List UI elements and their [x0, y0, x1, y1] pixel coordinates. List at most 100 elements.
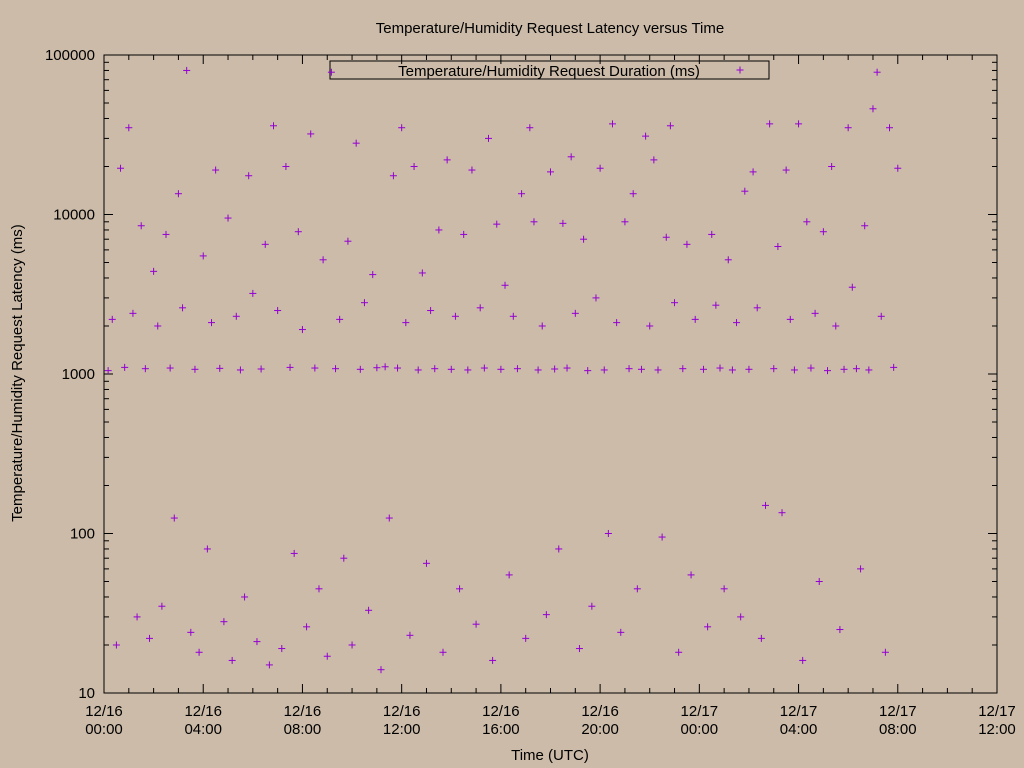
data-point [121, 363, 129, 371]
data-point [865, 366, 873, 374]
data-point [270, 122, 278, 130]
data-point [886, 124, 894, 132]
data-point [786, 315, 794, 323]
data-point [584, 367, 592, 375]
data-point [311, 364, 319, 372]
x-tick-time: 12:00 [978, 721, 1016, 738]
data-point [137, 222, 145, 230]
data-point [468, 166, 476, 174]
data-point [377, 666, 385, 674]
data-point [340, 554, 348, 562]
data-point [294, 228, 302, 236]
data-point [179, 304, 187, 312]
data-point [183, 66, 191, 74]
data-point [625, 365, 633, 373]
data-point [158, 602, 166, 610]
data-point [547, 168, 554, 176]
data-point [435, 226, 443, 234]
data-point [307, 130, 315, 138]
data-point [782, 166, 790, 174]
data-point [567, 153, 575, 161]
data-point [427, 307, 435, 315]
data-point [530, 218, 538, 226]
data-point [687, 571, 695, 579]
y-axis: 10 100 1000 10000 100000 [45, 47, 997, 702]
data-point [712, 301, 720, 309]
data-point [133, 613, 141, 621]
data-point [770, 365, 778, 373]
data-point [675, 648, 683, 656]
data-point [245, 172, 253, 180]
data-point [410, 162, 418, 170]
data-point [629, 190, 637, 198]
data-point [852, 365, 860, 373]
data-point [617, 628, 625, 636]
data-point [588, 602, 596, 610]
data-point [336, 315, 344, 323]
data-point [315, 585, 323, 593]
data-point [406, 631, 414, 639]
data-point [542, 611, 550, 619]
data-point [848, 283, 856, 291]
data-point [460, 230, 468, 238]
data-point [249, 289, 257, 297]
data-point [439, 648, 447, 656]
data-point [861, 222, 869, 230]
data-point [484, 134, 492, 142]
data-point [749, 168, 757, 176]
x-tick-time: 16:00 [482, 721, 520, 738]
data-point [894, 164, 902, 172]
data-point [303, 623, 311, 631]
x-tick-date: 12/16 [581, 703, 619, 720]
data-point [480, 364, 488, 372]
data-point [125, 124, 133, 132]
data-point [873, 68, 881, 76]
data-point [112, 641, 120, 649]
data-point [431, 365, 439, 373]
data-point [166, 364, 174, 372]
data-point [658, 533, 666, 541]
x-tick-time: 08:00 [284, 721, 322, 738]
data-point [596, 164, 604, 172]
data-point [828, 162, 836, 170]
data-point [253, 638, 261, 646]
data-point [451, 312, 459, 320]
data-point [534, 366, 542, 374]
data-point [497, 365, 505, 373]
data-point [117, 164, 125, 172]
data-point [633, 585, 641, 593]
data-point [803, 218, 811, 226]
legend-box [329, 60, 770, 80]
data-point [385, 514, 393, 522]
data-point [551, 365, 559, 373]
data-point [236, 366, 244, 374]
y-tick-label: 10000 [53, 207, 95, 224]
data-point [422, 559, 430, 567]
data-point [691, 315, 699, 323]
x-tick-time: 20:00 [581, 721, 619, 738]
data-point [150, 267, 158, 275]
data-point [720, 585, 728, 593]
x-tick-date: 12/16 [383, 703, 421, 720]
y-axis-label: Temperature/Humidity Request Latency (ms… [9, 224, 26, 522]
x-tick-date: 12/16 [85, 703, 123, 720]
data-point [555, 545, 563, 553]
data-point [600, 366, 608, 374]
x-tick-time: 00:00 [85, 721, 123, 738]
data-points [104, 66, 902, 674]
data-point [857, 565, 865, 573]
data-point [604, 530, 612, 537]
y-tick-label: 1000 [62, 366, 95, 383]
data-point [757, 634, 765, 642]
data-point [232, 312, 240, 320]
data-point [203, 545, 211, 553]
data-point [493, 220, 501, 228]
data-point [538, 322, 546, 330]
x-tick-date: 12/16 [482, 703, 520, 720]
data-point [671, 299, 679, 307]
data-point [489, 656, 497, 664]
data-point [716, 364, 724, 372]
legend-marker [736, 66, 744, 74]
data-point [704, 623, 712, 631]
